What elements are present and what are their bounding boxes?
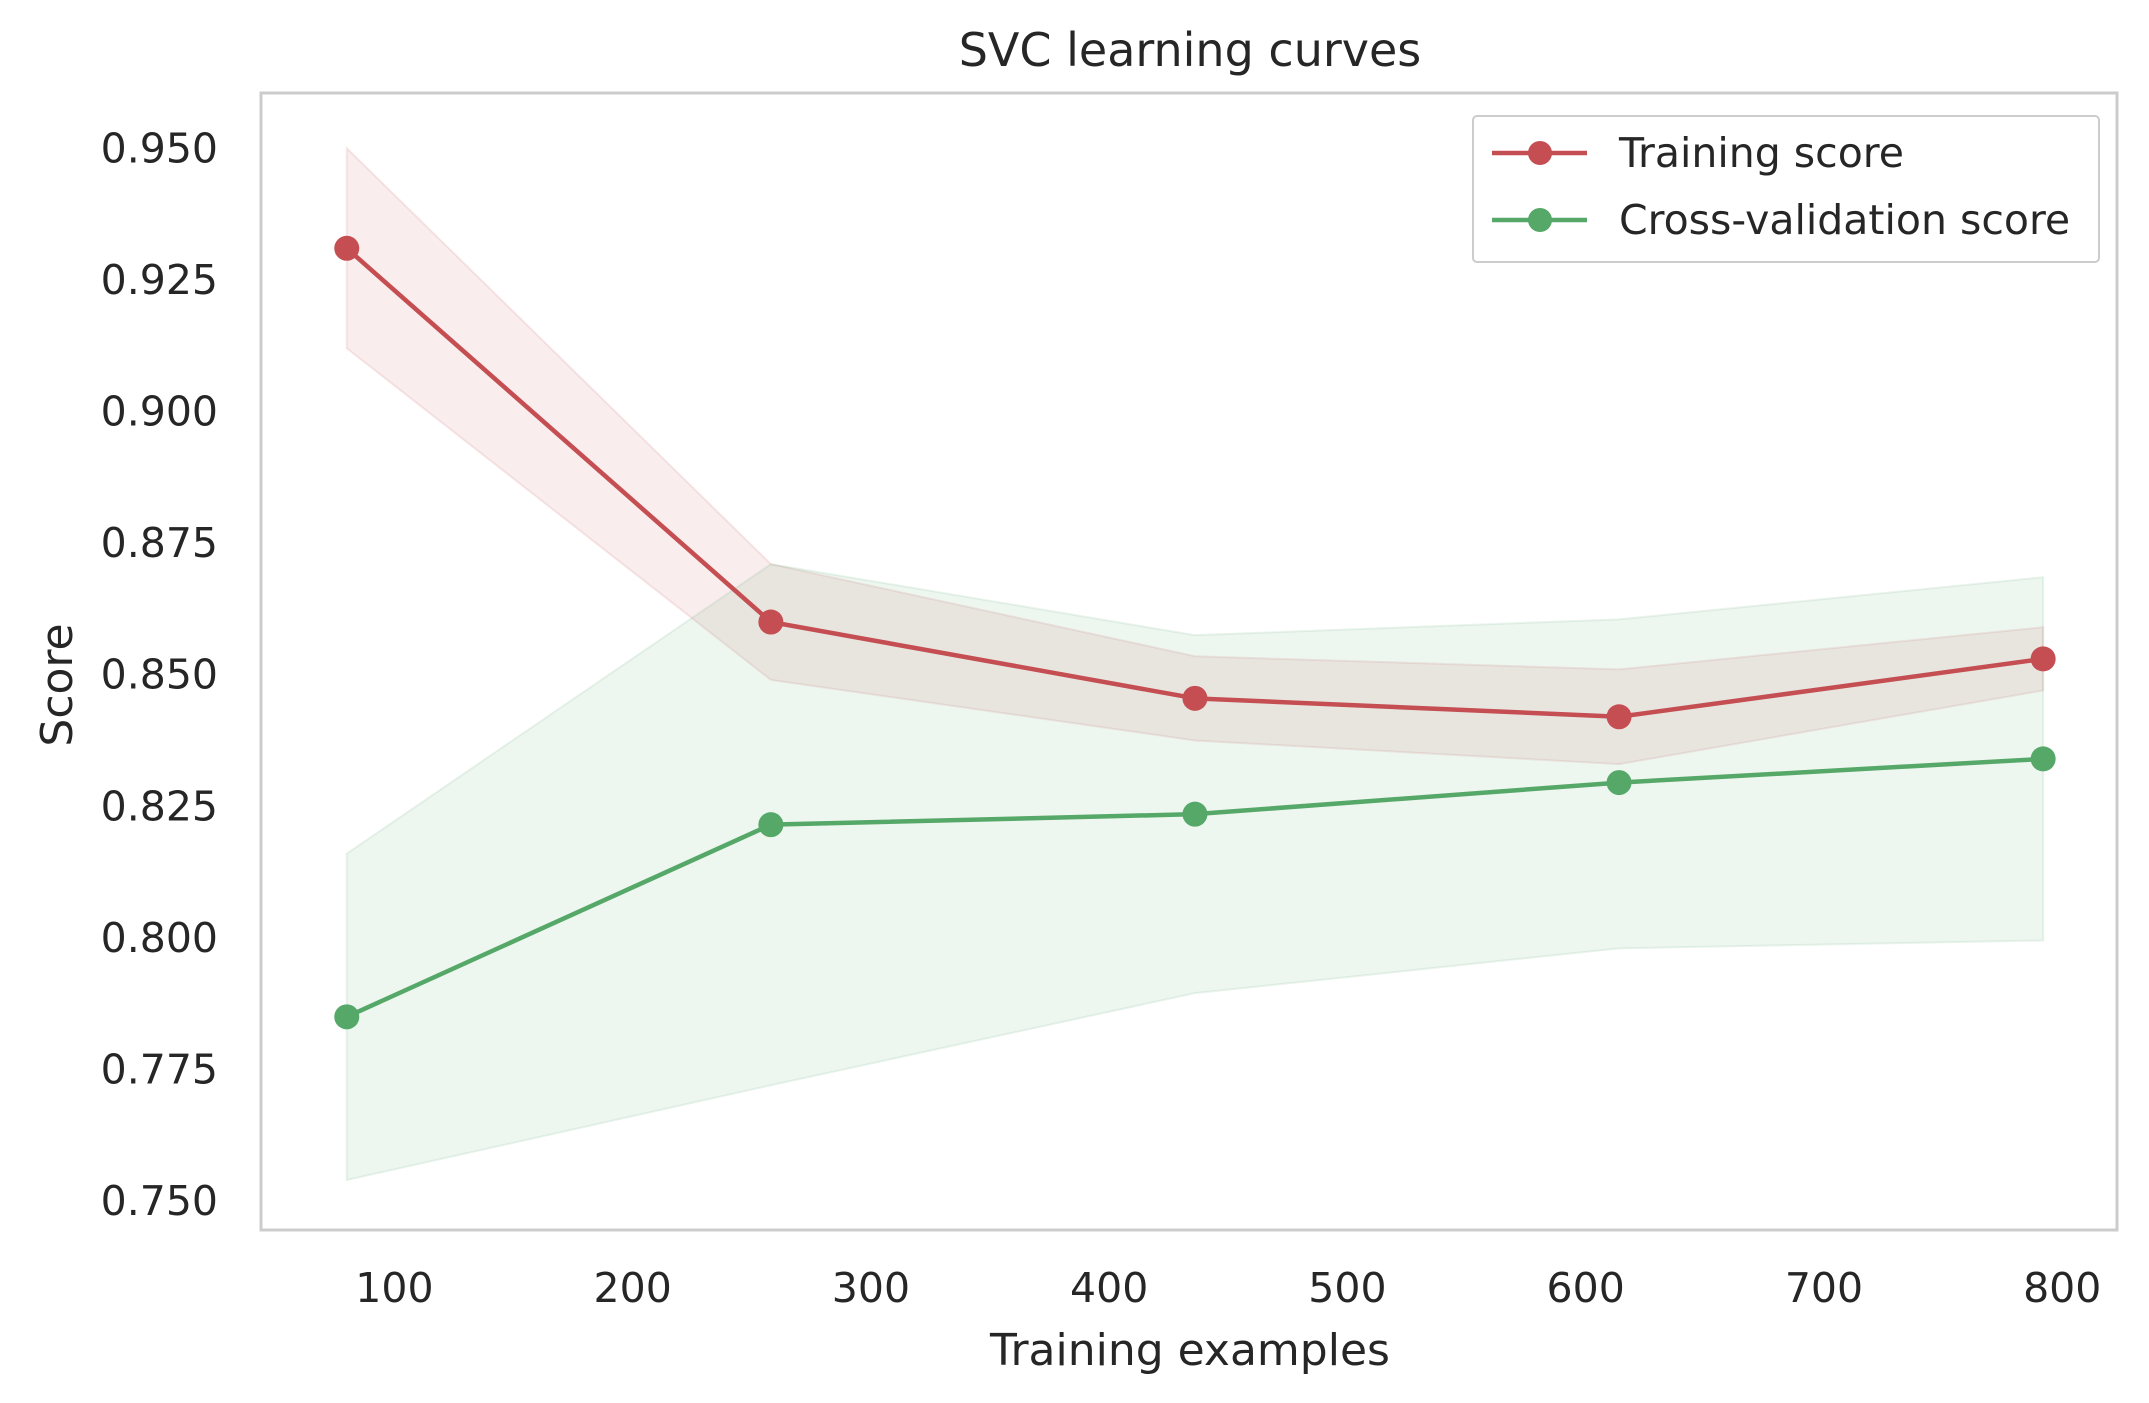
x-axis-title: Training examples <box>989 1325 1390 1376</box>
x-axis-ticks: 100 200 300 400 500 600 700 800 <box>355 1264 2101 1312</box>
y-tick-label: 0.775 <box>101 1045 218 1093</box>
point-cross-validation-0 <box>334 1004 360 1030</box>
point-training-4 <box>2030 646 2056 672</box>
point-cross-validation-3 <box>1606 770 1632 796</box>
x-tick-label: 700 <box>1785 1264 1863 1312</box>
x-tick-label: 400 <box>1070 1264 1148 1312</box>
plot-area-frame <box>259 91 2119 1232</box>
legend-box <box>1472 115 2100 263</box>
x-tick-label: 200 <box>594 1264 672 1312</box>
x-tick-label: 500 <box>1308 1264 1386 1312</box>
legend-entry-training: Training score <box>1492 129 1904 177</box>
legend-marker-training <box>1528 141 1552 165</box>
y-axis-title: Score <box>32 623 83 746</box>
y-tick-label: 0.750 <box>101 1177 218 1225</box>
y-tick-label: 0.925 <box>101 256 218 304</box>
legend-marker-cross-validation <box>1528 208 1552 232</box>
legend: Training score Cross-validation score <box>1472 115 2100 263</box>
series-markers <box>334 235 2056 1030</box>
y-tick-label: 0.900 <box>101 387 218 435</box>
y-tick-label: 0.950 <box>101 124 218 172</box>
point-training-2 <box>1182 685 1208 711</box>
legend-entry-cross-validation: Cross-validation score <box>1492 196 2070 244</box>
point-cross-validation-2 <box>1182 801 1208 827</box>
y-axis-ticks: 0.750 0.775 0.800 0.825 0.850 0.875 0.900 0.925… <box>101 124 218 1225</box>
point-training-3 <box>1606 704 1632 730</box>
y-tick-label: 0.850 <box>101 651 218 699</box>
x-tick-label: 300 <box>832 1264 910 1312</box>
y-tick-label: 0.825 <box>101 782 218 830</box>
point-cross-validation-1 <box>758 812 784 838</box>
x-tick-label: 800 <box>2023 1264 2101 1312</box>
point-training-0 <box>334 235 360 261</box>
chart-title: SVC learning curves <box>959 23 1422 77</box>
legend-label-cross-validation: Cross-validation score <box>1619 196 2070 244</box>
point-cross-validation-4 <box>2030 746 2056 772</box>
point-training-1 <box>758 609 784 635</box>
y-tick-label: 0.800 <box>101 914 218 962</box>
y-tick-label: 0.875 <box>101 519 218 567</box>
legend-label-training: Training score <box>1618 129 1904 177</box>
x-tick-label: 100 <box>355 1264 433 1312</box>
x-tick-label: 600 <box>1547 1264 1625 1312</box>
